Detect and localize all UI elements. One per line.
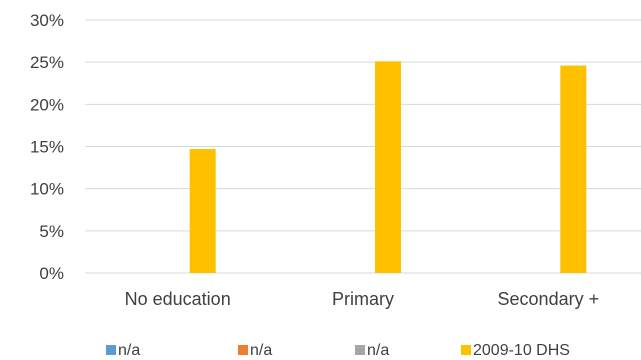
legend-swatch: [106, 345, 116, 355]
y-tick-label: 10%: [30, 180, 64, 199]
legend-label: n/a: [250, 342, 272, 359]
y-tick-label: 15%: [30, 138, 64, 157]
legend-swatch: [238, 345, 248, 355]
y-tick-label: 20%: [30, 95, 64, 114]
legend-swatch: [355, 345, 365, 355]
x-category-label: Primary: [332, 289, 394, 309]
gridlines: [85, 19, 641, 274]
y-tick-label: 25%: [30, 53, 64, 72]
bars: [189, 61, 587, 273]
y-axis-tick-labels: 0% 5% 10% 15% 20% 25% 30%: [30, 11, 64, 283]
bar-no-education: [189, 149, 216, 273]
x-axis-category-labels: No education Primary Secondary +: [125, 289, 599, 309]
legend-swatch: [461, 345, 471, 355]
x-category-label: No education: [125, 289, 231, 309]
x-category-label: Secondary +: [498, 289, 600, 309]
y-tick-label: 0%: [39, 264, 64, 283]
y-tick-label: 30%: [30, 11, 64, 30]
legend-label: 2009-10 DHS: [473, 342, 570, 359]
legend-label: n/a: [367, 342, 389, 359]
bar-primary: [375, 61, 401, 273]
bar-secondary: [560, 65, 587, 273]
y-tick-label: 5%: [39, 222, 64, 241]
legend: n/a n/a n/a 2009-10 DHS: [106, 342, 570, 359]
legend-label: n/a: [118, 342, 140, 359]
